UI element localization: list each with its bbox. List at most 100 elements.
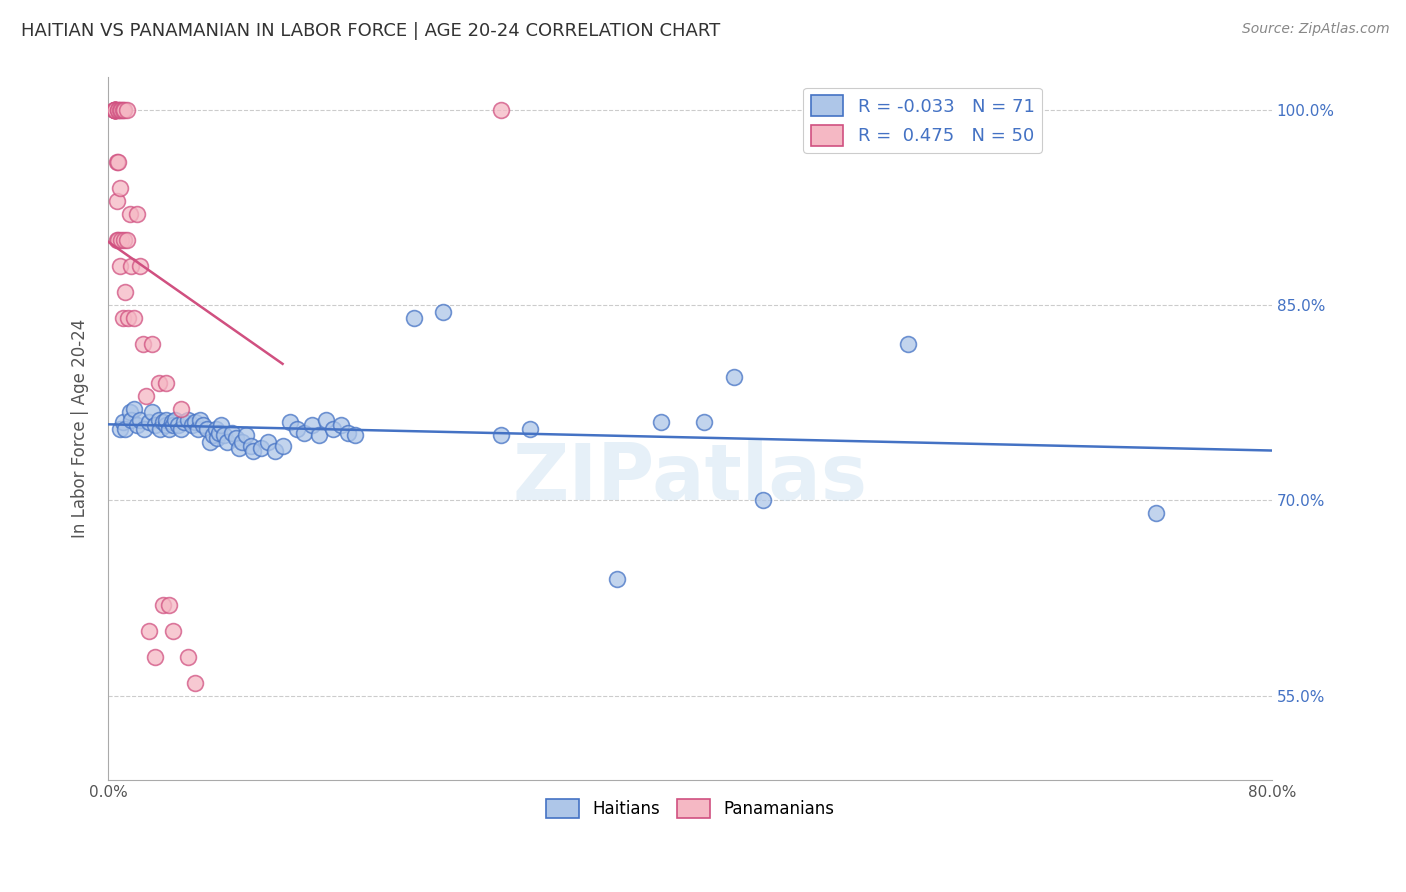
Point	[344, 428, 367, 442]
Point	[134, 422, 156, 436]
Point	[489, 103, 512, 117]
Point	[751, 493, 773, 508]
Point	[221, 425, 243, 440]
Point	[129, 259, 152, 273]
Legend: Haitians, Panamanians: Haitians, Panamanians	[538, 792, 841, 825]
Point	[118, 207, 141, 221]
Point	[170, 402, 193, 417]
Point	[108, 181, 131, 195]
Point	[606, 572, 628, 586]
Point	[138, 624, 160, 638]
Point	[138, 416, 160, 430]
Point	[114, 285, 136, 300]
Point	[120, 413, 142, 427]
Point	[301, 417, 323, 432]
Point	[166, 417, 188, 432]
Point	[129, 413, 152, 427]
Point	[127, 417, 149, 432]
Point	[118, 405, 141, 419]
Y-axis label: In Labor Force | Age 20-24: In Labor Force | Age 20-24	[72, 319, 89, 539]
Text: ZIPatlas: ZIPatlas	[512, 440, 868, 516]
Point	[162, 417, 184, 432]
Point	[107, 155, 129, 169]
Point	[278, 416, 301, 430]
Point	[163, 413, 186, 427]
Point	[235, 428, 257, 442]
Point	[489, 428, 512, 442]
Point	[107, 103, 129, 117]
Point	[217, 434, 239, 449]
Point	[337, 425, 360, 440]
Point	[110, 103, 132, 117]
Point	[177, 649, 200, 664]
Point	[402, 311, 425, 326]
Point	[195, 422, 218, 436]
Point	[329, 417, 352, 432]
Point	[105, 194, 128, 208]
Point	[225, 431, 247, 445]
Point	[105, 155, 128, 169]
Point	[155, 417, 177, 432]
Point	[285, 422, 308, 436]
Point	[160, 416, 183, 430]
Point	[141, 337, 163, 351]
Point	[143, 649, 166, 664]
Point	[315, 413, 337, 427]
Point	[155, 376, 177, 391]
Point	[693, 416, 716, 430]
Point	[111, 311, 134, 326]
Point	[650, 416, 672, 430]
Point	[112, 233, 135, 247]
Point	[143, 417, 166, 432]
Point	[207, 425, 229, 440]
Point	[132, 337, 155, 351]
Point	[115, 233, 138, 247]
Point	[104, 103, 127, 117]
Point	[322, 422, 344, 436]
Point	[188, 413, 211, 427]
Point	[191, 417, 214, 432]
Point	[115, 103, 138, 117]
Point	[107, 233, 129, 247]
Point	[723, 369, 745, 384]
Point	[104, 103, 127, 117]
Point	[228, 442, 250, 456]
Point	[114, 422, 136, 436]
Point	[205, 431, 228, 445]
Point	[308, 428, 330, 442]
Point	[242, 444, 264, 458]
Point	[181, 417, 204, 432]
Point	[211, 417, 233, 432]
Point	[177, 413, 200, 427]
Point	[201, 428, 224, 442]
Text: HAITIAN VS PANAMANIAN IN LABOR FORCE | AGE 20-24 CORRELATION CHART: HAITIAN VS PANAMANIAN IN LABOR FORCE | A…	[21, 22, 720, 40]
Point	[141, 405, 163, 419]
Point	[1144, 507, 1167, 521]
Point	[103, 103, 125, 117]
Point	[127, 207, 149, 221]
Point	[122, 311, 145, 326]
Point	[122, 402, 145, 417]
Point	[294, 425, 316, 440]
Point	[184, 675, 207, 690]
Point	[198, 434, 221, 449]
Point	[104, 103, 127, 117]
Point	[107, 103, 129, 117]
Point	[204, 422, 226, 436]
Point	[152, 598, 174, 612]
Point	[105, 233, 128, 247]
Point	[271, 439, 294, 453]
Point	[104, 103, 127, 117]
Point	[111, 103, 134, 117]
Point	[170, 422, 193, 436]
Point	[120, 259, 142, 273]
Point	[432, 304, 454, 318]
Point	[149, 422, 172, 436]
Point	[173, 416, 195, 430]
Point	[104, 103, 127, 117]
Point	[112, 103, 135, 117]
Point	[104, 103, 127, 117]
Text: Source: ZipAtlas.com: Source: ZipAtlas.com	[1241, 22, 1389, 37]
Point	[108, 103, 131, 117]
Point	[239, 439, 262, 453]
